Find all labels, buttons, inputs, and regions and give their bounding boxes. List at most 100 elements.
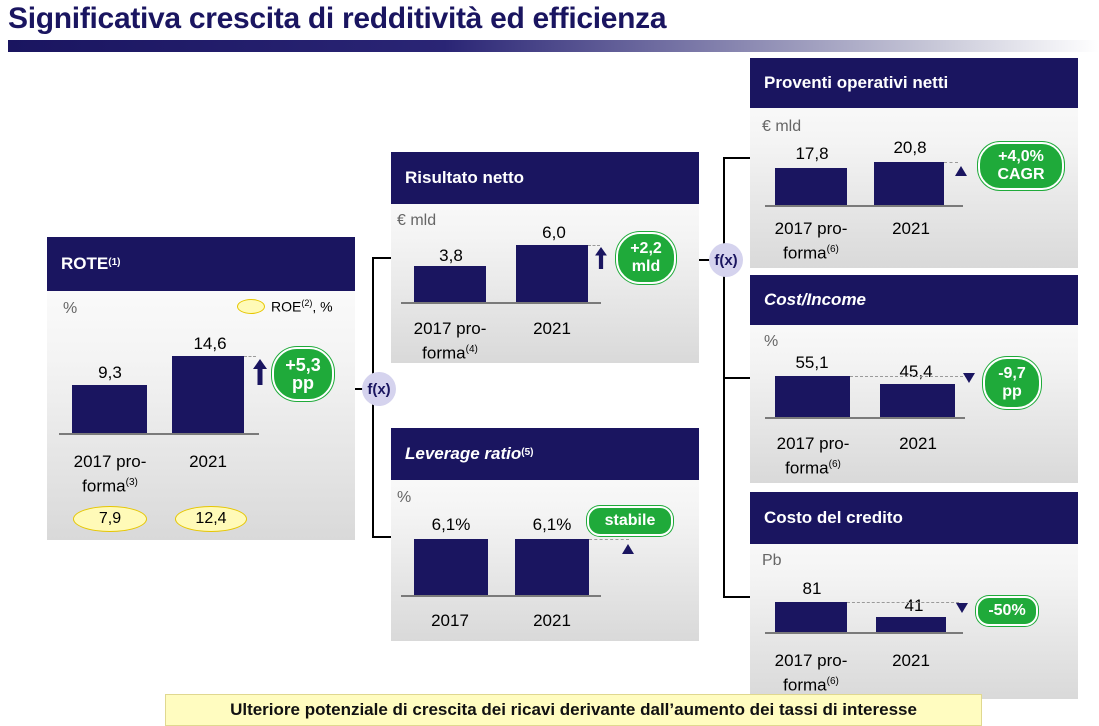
leverage-up-triangle-icon [622, 544, 634, 554]
leverage-delta-badge: stabile [587, 506, 673, 536]
proventi-bar-2021 [874, 162, 944, 205]
risultato-delta-line1: +2,2 [630, 240, 662, 257]
proventi-value-2021: 20,8 [893, 138, 927, 157]
proventi-category-2017-line1: 2017 pro- [774, 219, 848, 238]
leverage-delta-line [589, 539, 629, 540]
footer-note: Ulteriore potenziale di crescita dei ric… [165, 694, 982, 726]
connector-line [355, 388, 365, 390]
risultato-delta-badge: +2,2 mld [616, 232, 676, 284]
risultato-delta-line [588, 245, 600, 246]
connector-line [372, 257, 391, 259]
leverage-value-2021: 6,1% [532, 515, 572, 534]
credito-bar-2017 [775, 602, 847, 632]
proventi-category-2021: 2021 [892, 219, 930, 238]
rote-delta-line1: +5,3 [285, 355, 321, 375]
proventi-category-2017-note: (6) [826, 244, 839, 255]
costincome-delta-line2: pp [1002, 383, 1022, 400]
proventi-baseline [765, 205, 963, 207]
connector-line [723, 157, 750, 159]
proventi-category-2017: 2017 pro- forma(6) [756, 218, 866, 264]
roe-value-2017: 7,9 [73, 506, 147, 532]
connector-line [723, 377, 750, 379]
fx-node: f(x) [709, 243, 743, 277]
rote-unit: % [63, 300, 78, 317]
rote-up-arrow-icon [253, 359, 267, 390]
risultato-category-2017-line1: 2017 pro- [413, 319, 487, 338]
proventi-delta-badge: +4,0% CAGR [978, 142, 1064, 190]
risultato-up-arrow-icon [595, 247, 607, 274]
credito-value-2021: 41 [904, 596, 924, 615]
costincome-category-2021: 2021 [899, 434, 937, 453]
credito-bar-2021 [876, 617, 946, 632]
risultato-header: Risultato netto [391, 152, 699, 204]
rote-baseline [59, 433, 259, 435]
proventi-title: Proventi operativi netti [764, 73, 949, 92]
costincome-header: Cost/Income [750, 275, 1078, 325]
risultato-panel: Risultato netto € mld 3,8 6,0 +2,2 mld 2… [391, 152, 699, 363]
proventi-delta-line1: +4,0% [998, 148, 1044, 165]
credito-down-triangle-icon [956, 603, 968, 613]
credito-header: Costo del credito [750, 492, 1078, 544]
costincome-category-2017-line2: forma [785, 458, 829, 478]
costincome-bar-2021 [880, 384, 955, 417]
risultato-category-2017-line2: forma [422, 343, 466, 363]
risultato-baseline [401, 302, 601, 304]
risultato-category-2021: 2021 [533, 319, 571, 338]
costincome-delta-line [850, 376, 968, 377]
title-divider [8, 40, 1099, 52]
risultato-bar-2017 [414, 266, 486, 302]
risultato-category-2017-note: (4) [465, 344, 478, 355]
costincome-delta-badge: -9,7 pp [983, 357, 1041, 409]
proventi-bar-2017 [775, 168, 847, 205]
leverage-value-2017: 6,1% [431, 515, 471, 534]
proventi-category-2017-line2: forma [783, 243, 827, 263]
costincome-baseline [765, 417, 965, 419]
proventi-value-2017: 17,8 [795, 144, 829, 163]
risultato-bar-2021 [516, 245, 588, 302]
proventi-header: Proventi operativi netti [750, 58, 1078, 108]
roe-legend: ROE(2), % [237, 298, 333, 315]
rote-category-2017-line1: 2017 pro- [73, 452, 147, 471]
costincome-delta-line1: -9,7 [998, 365, 1026, 382]
roe-value-2021: 12,4 [175, 506, 247, 532]
costincome-unit: % [764, 333, 779, 350]
risultato-delta-line2: mld [631, 258, 661, 275]
rote-category-2017-line2: forma [82, 476, 126, 496]
risultato-title: Risultato netto [405, 168, 524, 187]
credito-title: Costo del credito [764, 508, 903, 527]
connector-line [723, 596, 750, 598]
rote-bar-2017 [72, 385, 147, 433]
credito-value-2017: 81 [802, 579, 822, 598]
costincome-value-2021: 45,4 [899, 362, 933, 381]
rote-delta-badge: +5,3 pp [272, 347, 334, 401]
rote-category-2017: 2017 pro- forma(3) [55, 451, 165, 497]
proventi-delta-line [944, 162, 958, 163]
rote-value-2021: 14,6 [193, 334, 227, 353]
credito-unit: Pb [762, 552, 782, 569]
risultato-value-2021: 6,0 [542, 223, 566, 242]
leverage-title-note: (5) [521, 446, 534, 458]
costincome-title: Cost/Income [764, 290, 867, 309]
risultato-unit: € mld [397, 212, 437, 229]
connector-line [699, 259, 711, 261]
roe-legend-marker [237, 298, 265, 314]
credito-delta-badge: -50% [976, 596, 1038, 626]
proventi-delta-line2: CAGR [997, 166, 1045, 183]
roe-legend-label: ROE [271, 298, 302, 315]
leverage-bar-2021 [515, 539, 589, 595]
roe-legend-unit: , % [312, 298, 333, 315]
rote-value-2017: 9,3 [98, 363, 122, 382]
page-title: Significativa crescita di redditività ed… [8, 2, 667, 35]
leverage-bar-2017 [414, 539, 488, 595]
costincome-value-2017: 55,1 [795, 353, 829, 372]
leverage-baseline [401, 595, 601, 597]
rote-bar-2021 [172, 356, 244, 433]
costincome-down-triangle-icon [963, 373, 975, 383]
credito-baseline [765, 632, 963, 634]
leverage-header: Leverage ratio (5) [391, 428, 699, 480]
credito-category-2017-line1: 2017 pro- [774, 651, 848, 670]
leverage-category-2017: 2017 [431, 611, 469, 630]
costincome-panel: Cost/Income % 55,1 45,4 -9,7 pp 2017 pro… [750, 275, 1078, 483]
leverage-panel: Leverage ratio (5) % 6,1% 6,1% stabile 20… [391, 428, 699, 641]
risultato-value-2017: 3,8 [439, 246, 463, 265]
